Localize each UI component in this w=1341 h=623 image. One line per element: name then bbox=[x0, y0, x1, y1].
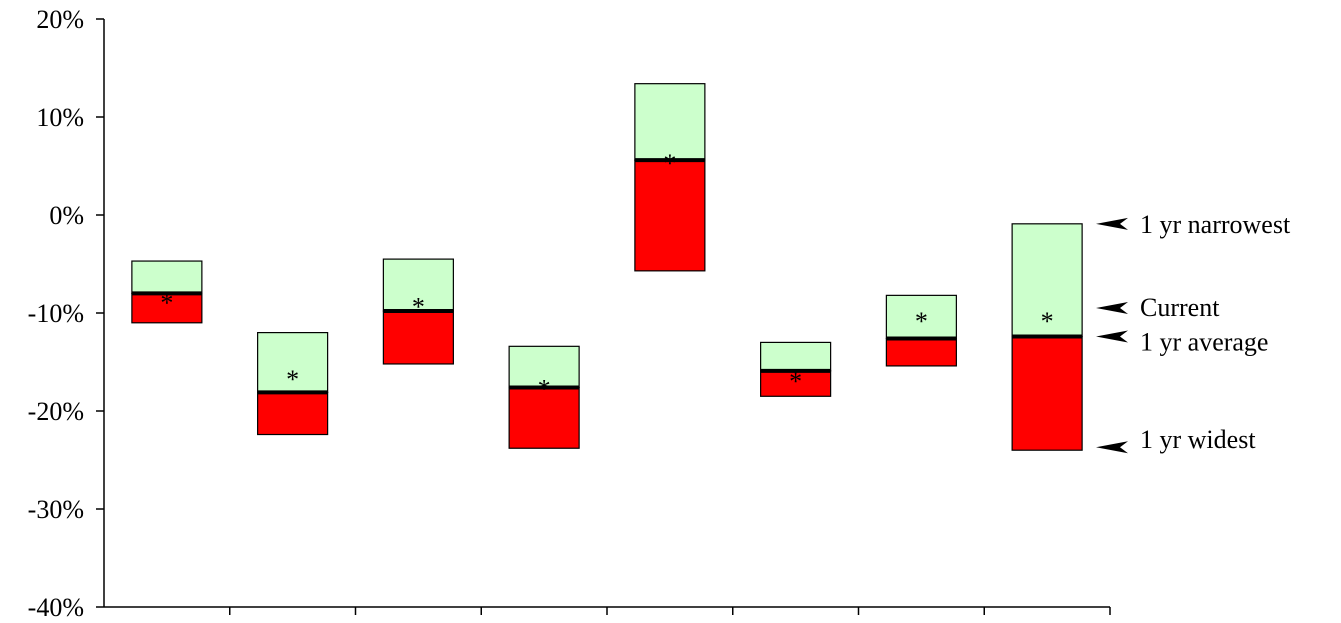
range-bar-8: * bbox=[1011, 223, 1083, 451]
legend: 1 yr narrowest Current 1 yr average 1 yr wi… bbox=[1096, 210, 1291, 454]
current-marker: * bbox=[160, 288, 173, 317]
range-bar-2: * bbox=[257, 332, 329, 436]
range-bar-7: * bbox=[885, 294, 957, 367]
y-tick-label: 20% bbox=[36, 5, 84, 34]
upper-range-box bbox=[131, 260, 203, 294]
y-axis: 20% 10% 0% -10% -20% -30% -40% bbox=[28, 5, 105, 622]
lower-range-box bbox=[760, 370, 832, 397]
lower-range-box bbox=[508, 386, 580, 449]
y-tick-label: 0% bbox=[49, 201, 84, 230]
upper-range-box bbox=[1011, 223, 1083, 338]
y-tick-label: -40% bbox=[28, 593, 84, 622]
upper-range-box bbox=[760, 341, 832, 372]
legend-entry-2: Current bbox=[1096, 293, 1220, 322]
y-tick-label: -20% bbox=[28, 397, 84, 426]
current-marker: * bbox=[789, 367, 802, 396]
range-bar-5: * bbox=[634, 83, 706, 272]
plot-area: * * * * * * * * bbox=[131, 83, 1083, 451]
lower-range-box bbox=[634, 159, 706, 272]
upper-range-box bbox=[257, 332, 329, 393]
legend-entry-1: 1 yr narrowest bbox=[1096, 210, 1291, 239]
lower-range-box bbox=[257, 391, 329, 436]
lower-range-box bbox=[1011, 335, 1083, 451]
range-bar-6: * bbox=[760, 341, 832, 397]
legend-entry-3: 1 yr average bbox=[1096, 328, 1268, 357]
upper-range-box bbox=[634, 83, 706, 161]
current-marker: * bbox=[538, 375, 551, 404]
legend-label: 1 yr widest bbox=[1140, 425, 1256, 454]
upper-range-box bbox=[885, 294, 957, 340]
range-bar-1: * bbox=[131, 260, 203, 324]
y-tick-label: 10% bbox=[36, 103, 84, 132]
current-marker: * bbox=[663, 149, 676, 178]
legend-label: 1 yr narrowest bbox=[1140, 210, 1291, 239]
lower-range-box bbox=[382, 310, 454, 365]
current-marker: * bbox=[286, 365, 299, 394]
legend-arrow-icon bbox=[1096, 330, 1128, 343]
current-marker: * bbox=[412, 292, 425, 321]
lower-range-box bbox=[885, 337, 957, 367]
current-marker: * bbox=[915, 307, 928, 336]
current-marker: * bbox=[1041, 307, 1054, 336]
lower-range-box bbox=[131, 292, 203, 324]
range-bar-4: * bbox=[508, 345, 580, 449]
upper-range-box bbox=[382, 258, 454, 312]
x-axis bbox=[104, 606, 1111, 615]
legend-arrow-icon bbox=[1096, 217, 1128, 230]
legend-arrow-icon bbox=[1096, 301, 1128, 314]
legend-arrow-icon bbox=[1096, 441, 1128, 454]
y-tick-label: -10% bbox=[28, 299, 84, 328]
y-tick-label: -30% bbox=[28, 495, 84, 524]
legend-label: Current bbox=[1140, 293, 1220, 322]
range-bar-3: * bbox=[382, 258, 454, 365]
legend-label: 1 yr average bbox=[1140, 328, 1268, 357]
legend-entry-4: 1 yr widest bbox=[1096, 425, 1256, 454]
